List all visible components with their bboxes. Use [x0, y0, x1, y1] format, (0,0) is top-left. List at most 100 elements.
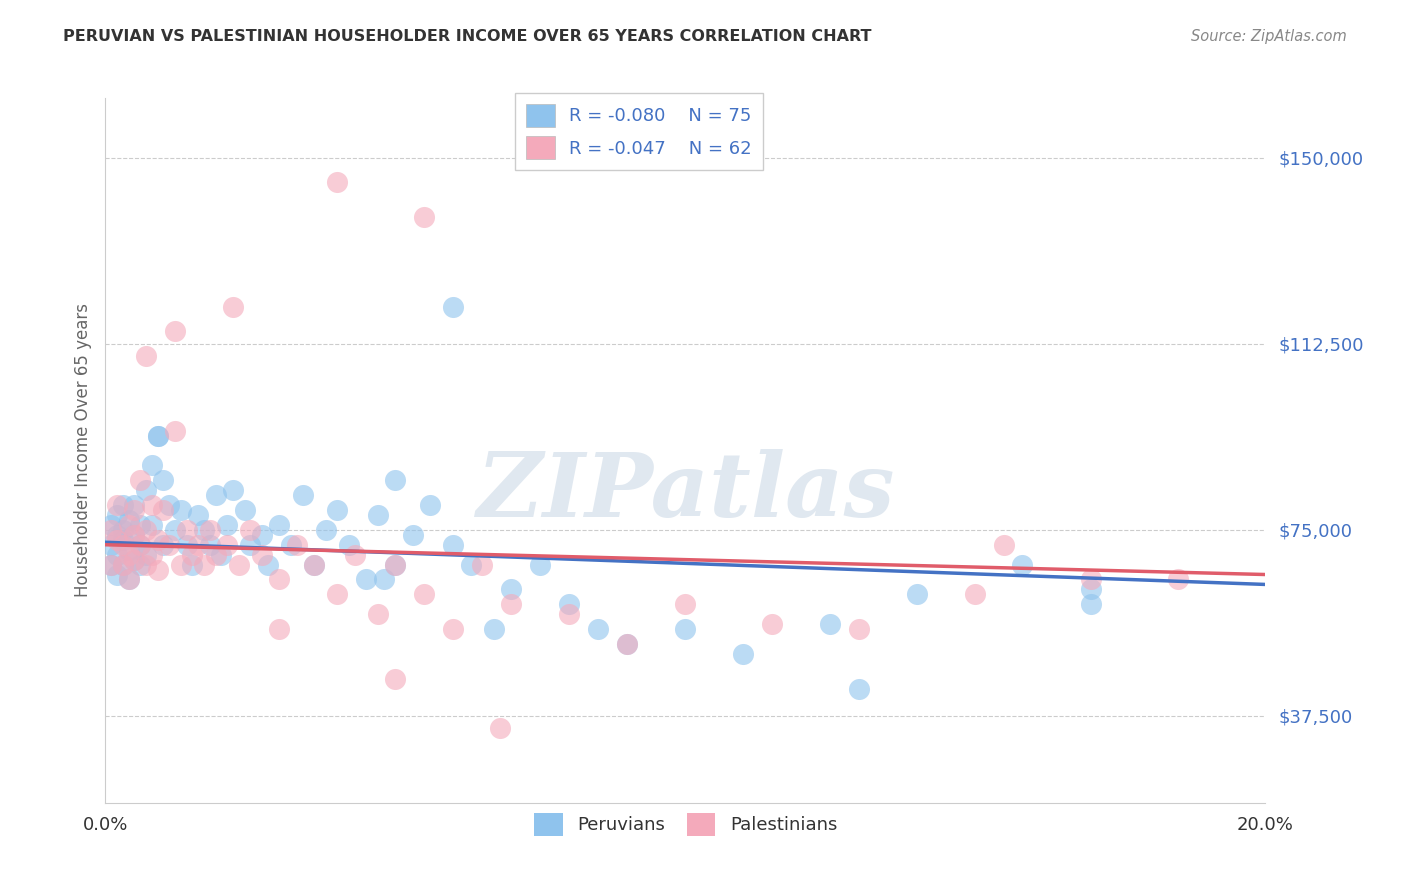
Point — [100, 538, 122, 552]
Point — [304, 558, 326, 572]
Point — [157, 538, 180, 552]
Text: PERUVIAN VS PALESTINIAN HOUSEHOLDER INCOME OVER 65 YEARS CORRELATION CHART: PERUVIAN VS PALESTINIAN HOUSEHOLDER INCO… — [63, 29, 872, 44]
Point — [129, 473, 152, 487]
Point — [907, 587, 929, 601]
Point — [337, 538, 360, 552]
Point — [239, 523, 262, 537]
Point — [118, 517, 141, 532]
Point — [198, 523, 221, 537]
Point — [105, 533, 128, 547]
Point — [250, 548, 273, 562]
Point — [118, 513, 141, 527]
Point — [124, 552, 146, 566]
Point — [326, 176, 349, 190]
Point — [501, 597, 523, 611]
Point — [124, 498, 146, 512]
Point — [129, 558, 152, 572]
Point — [204, 488, 226, 502]
Point — [111, 533, 134, 547]
Point — [269, 573, 291, 587]
Point — [105, 528, 128, 542]
Point — [384, 558, 406, 572]
Point — [146, 533, 169, 547]
Point — [269, 517, 291, 532]
Point — [100, 517, 122, 532]
Point — [616, 637, 638, 651]
Point — [384, 473, 406, 487]
Point — [675, 597, 697, 611]
Point — [111, 558, 134, 572]
Point — [384, 558, 406, 572]
Point — [146, 428, 169, 442]
Point — [170, 558, 193, 572]
Point — [280, 538, 302, 552]
Point — [165, 324, 187, 338]
Point — [848, 622, 870, 636]
Point — [965, 587, 987, 601]
Point — [204, 548, 226, 562]
Point — [111, 558, 134, 572]
Point — [198, 538, 221, 552]
Point — [993, 538, 1015, 552]
Point — [291, 488, 314, 502]
Point — [135, 483, 157, 498]
Point — [1080, 582, 1102, 597]
Point — [100, 558, 122, 572]
Point — [217, 538, 239, 552]
Point — [181, 548, 204, 562]
Point — [165, 523, 187, 537]
Point — [105, 548, 128, 562]
Point — [1080, 597, 1102, 611]
Point — [367, 508, 389, 522]
Point — [193, 558, 215, 572]
Point — [105, 508, 128, 522]
Text: Source: ZipAtlas.com: Source: ZipAtlas.com — [1191, 29, 1347, 44]
Point — [170, 503, 193, 517]
Point — [111, 498, 134, 512]
Point — [141, 458, 163, 473]
Point — [820, 617, 842, 632]
Point — [152, 503, 174, 517]
Y-axis label: Householder Income Over 65 years: Householder Income Over 65 years — [73, 303, 91, 598]
Point — [111, 538, 134, 552]
Point — [129, 517, 152, 532]
Point — [146, 563, 169, 577]
Point — [222, 300, 245, 314]
Point — [441, 538, 464, 552]
Point — [1167, 573, 1189, 587]
Point — [1011, 558, 1033, 572]
Point — [157, 498, 180, 512]
Point — [187, 508, 209, 522]
Point — [413, 211, 436, 225]
Point — [489, 722, 512, 736]
Point — [384, 672, 406, 686]
Point — [100, 558, 122, 572]
Point — [129, 538, 152, 552]
Point — [616, 637, 638, 651]
Point — [675, 622, 697, 636]
Point — [146, 428, 169, 442]
Point — [118, 573, 141, 587]
Point — [482, 622, 505, 636]
Point — [250, 528, 273, 542]
Point — [269, 622, 291, 636]
Point — [233, 503, 256, 517]
Point — [588, 622, 610, 636]
Point — [402, 528, 425, 542]
Point — [100, 523, 122, 537]
Point — [419, 498, 441, 512]
Point — [124, 503, 146, 517]
Point — [193, 523, 215, 537]
Point — [558, 597, 581, 611]
Point — [152, 538, 174, 552]
Point — [176, 538, 198, 552]
Point — [217, 517, 239, 532]
Point — [211, 548, 233, 562]
Point — [343, 548, 366, 562]
Legend: Peruvians, Palestinians: Peruvians, Palestinians — [526, 805, 845, 843]
Point — [111, 523, 134, 537]
Point — [367, 607, 389, 622]
Point — [529, 558, 551, 572]
Point — [460, 558, 482, 572]
Point — [228, 558, 250, 572]
